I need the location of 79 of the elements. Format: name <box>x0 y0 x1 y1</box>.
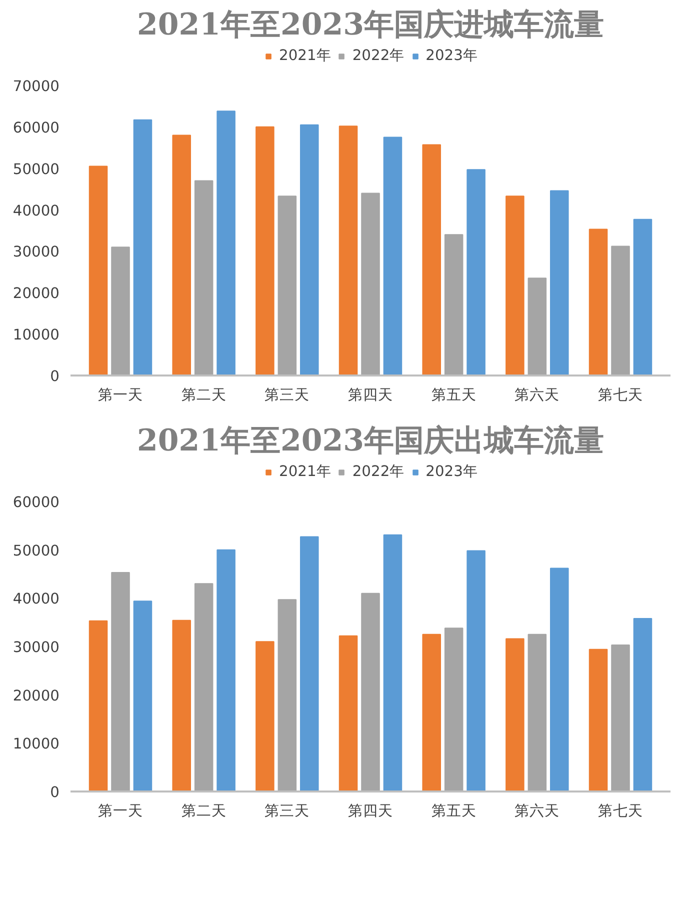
y-tick-label: 50000 <box>12 160 60 178</box>
bar <box>338 126 358 376</box>
legend-label: 2022年 <box>352 462 405 481</box>
legend-label: 2022年 <box>352 46 405 65</box>
bar <box>550 190 569 376</box>
bar <box>338 635 358 792</box>
bar <box>588 648 608 792</box>
y-tick-label: 0 <box>50 368 60 385</box>
y-tick-label: 10000 <box>12 736 60 753</box>
legend-label: 2021年 <box>279 462 332 481</box>
bar <box>422 634 441 792</box>
bar <box>633 218 652 376</box>
bar <box>133 119 152 376</box>
x-tick-label: 第一天 <box>98 386 143 404</box>
bar <box>444 234 464 376</box>
bar <box>111 572 130 792</box>
legend-label: 2021年 <box>279 46 332 65</box>
bar <box>133 600 152 792</box>
bar <box>422 144 441 376</box>
bar <box>383 534 402 792</box>
x-tick-label: 第四天 <box>348 802 393 820</box>
bar <box>300 124 319 376</box>
bar <box>111 246 130 376</box>
x-tick-label: 第五天 <box>431 386 476 404</box>
bar <box>383 136 402 376</box>
y-tick-label: 40000 <box>12 590 60 608</box>
bar <box>88 166 108 376</box>
y-tick-label: 20000 <box>12 687 60 704</box>
x-tick-label: 第六天 <box>514 386 560 404</box>
y-tick-label: 50000 <box>12 542 60 560</box>
bar <box>194 180 214 376</box>
x-tick-label: 第三天 <box>264 802 310 820</box>
bar <box>172 620 191 792</box>
y-tick-label: 30000 <box>12 639 60 656</box>
bar <box>611 644 630 792</box>
bar <box>506 196 524 376</box>
y-tick-label: 70000 <box>12 78 60 95</box>
x-tick-label: 第三天 <box>264 386 310 404</box>
bar <box>194 583 214 792</box>
legend-label: 2023年 <box>426 46 478 65</box>
bar <box>466 550 486 792</box>
bar <box>506 638 524 792</box>
bar <box>216 110 236 376</box>
bar <box>300 536 319 792</box>
bar <box>611 246 630 376</box>
x-tick-label: 第七天 <box>598 802 643 820</box>
x-tick-label: 第六天 <box>514 802 560 820</box>
bar <box>444 628 464 792</box>
x-tick-label: 第四天 <box>348 386 393 404</box>
bar <box>633 618 652 792</box>
x-tick-label: 第二天 <box>181 386 226 404</box>
y-tick-label: 20000 <box>12 285 60 302</box>
legend-label: 2023年 <box>426 462 478 481</box>
bar <box>361 192 380 376</box>
y-tick-label: 60000 <box>12 119 60 136</box>
x-tick-label: 第二天 <box>181 802 226 820</box>
bar <box>256 126 274 376</box>
bar <box>278 196 297 376</box>
bar <box>361 592 380 792</box>
y-tick-label: 30000 <box>12 244 60 261</box>
bar <box>528 278 547 376</box>
x-tick-label: 第七天 <box>598 386 643 404</box>
y-tick-label: 10000 <box>12 326 60 344</box>
bar <box>88 620 108 792</box>
bar <box>528 634 547 792</box>
chart-title: 2021年至2023年国庆出城车流量 <box>137 424 604 458</box>
bar <box>278 599 297 792</box>
chart-title: 2021年至2023年国庆进城车流量 <box>137 8 604 42</box>
y-tick-label: 60000 <box>12 494 60 511</box>
bar <box>466 169 486 376</box>
bar <box>588 228 608 376</box>
y-tick-label: 0 <box>50 784 60 801</box>
x-tick-label: 第五天 <box>431 802 476 820</box>
y-tick-label: 40000 <box>12 202 60 220</box>
bar <box>172 134 191 376</box>
bar <box>216 549 236 792</box>
bar <box>550 568 569 792</box>
bar <box>256 641 274 792</box>
x-tick-label: 第一天 <box>98 802 143 820</box>
